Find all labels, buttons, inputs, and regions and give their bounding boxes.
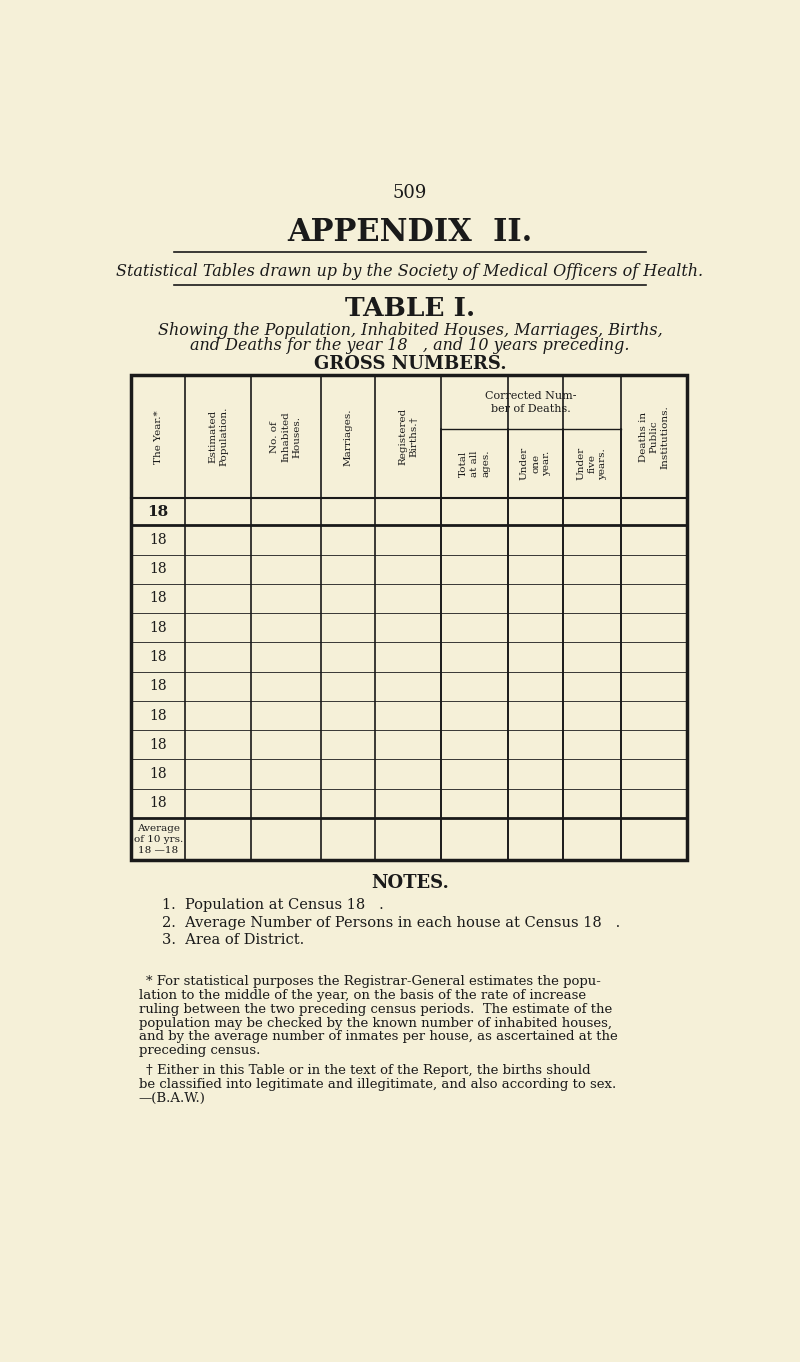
Text: lation to the middle of the year, on the basis of the rate of increase: lation to the middle of the year, on the… <box>138 989 586 1002</box>
Text: Estimated
Population.: Estimated Population. <box>208 407 228 466</box>
Text: 18: 18 <box>150 738 167 752</box>
Text: —(B.A.W.): —(B.A.W.) <box>138 1092 206 1105</box>
Text: and Deaths for the year 18   , and 10 years preceding.: and Deaths for the year 18 , and 10 year… <box>190 336 630 354</box>
Text: 1.  Population at Census 18   .: 1. Population at Census 18 . <box>162 898 384 913</box>
Text: 3.  Area of District.: 3. Area of District. <box>162 933 304 948</box>
Text: 18: 18 <box>150 680 167 693</box>
Text: 509: 509 <box>393 184 427 202</box>
Text: Total
at all
ages.: Total at all ages. <box>459 449 490 478</box>
Text: 18: 18 <box>150 563 167 576</box>
Text: 18: 18 <box>150 650 167 665</box>
Text: Under
one
year.: Under one year. <box>520 447 551 481</box>
Text: Marriages.: Marriages. <box>343 409 353 466</box>
Text: 18: 18 <box>150 621 167 635</box>
Text: 18: 18 <box>147 505 169 519</box>
Text: Deaths in
Public
Institutions.: Deaths in Public Institutions. <box>638 405 670 469</box>
Bar <box>442 376 620 429</box>
Text: NOTES.: NOTES. <box>371 874 449 892</box>
Text: and by the average number of inmates per house, as ascertained at the: and by the average number of inmates per… <box>138 1031 618 1043</box>
Text: 18: 18 <box>150 533 167 548</box>
Text: 2.  Average Number of Persons in each house at Census 18   .: 2. Average Number of Persons in each hou… <box>162 915 620 930</box>
Text: Showing the Population, Inhabited Houses, Marriages, Births,: Showing the Population, Inhabited Houses… <box>158 321 662 339</box>
Text: 18: 18 <box>150 797 167 810</box>
Text: APPENDIX  II.: APPENDIX II. <box>287 218 533 248</box>
Bar <box>131 375 687 861</box>
Text: be classified into legitimate and illegitimate, and also according to sex.: be classified into legitimate and illegi… <box>138 1079 616 1091</box>
Text: ruling between the two preceding census periods.  The estimate of the: ruling between the two preceding census … <box>138 1002 612 1016</box>
Text: Corrected Num-
ber of Deaths.: Corrected Num- ber of Deaths. <box>485 391 577 414</box>
Text: 18: 18 <box>150 591 167 606</box>
Text: No. of
Inhabited
Houses.: No. of Inhabited Houses. <box>270 411 302 462</box>
Text: Average
of 10 yrs.
18 —18: Average of 10 yrs. 18 —18 <box>134 824 182 855</box>
Text: 18: 18 <box>150 708 167 722</box>
Text: GROSS NUMBERS.: GROSS NUMBERS. <box>314 355 506 373</box>
Text: Under
five
years.: Under five years. <box>576 447 607 481</box>
Text: 18: 18 <box>150 767 167 780</box>
Text: Statistical Tables drawn up by the Society of Medical Officers of Health.: Statistical Tables drawn up by the Socie… <box>117 263 703 279</box>
Text: preceding census.: preceding census. <box>138 1045 260 1057</box>
Text: † Either in this Table or in the text of the Report, the births should: † Either in this Table or in the text of… <box>146 1064 591 1077</box>
Text: TABLE I.: TABLE I. <box>345 296 475 320</box>
Text: population may be checked by the known number of inhabited houses,: population may be checked by the known n… <box>138 1016 612 1030</box>
Text: The Year.*: The Year.* <box>154 410 162 463</box>
Text: Registered
Births.†: Registered Births.† <box>398 409 418 466</box>
Text: * For statistical purposes the Registrar-General estimates the popu-: * For statistical purposes the Registrar… <box>146 975 602 987</box>
